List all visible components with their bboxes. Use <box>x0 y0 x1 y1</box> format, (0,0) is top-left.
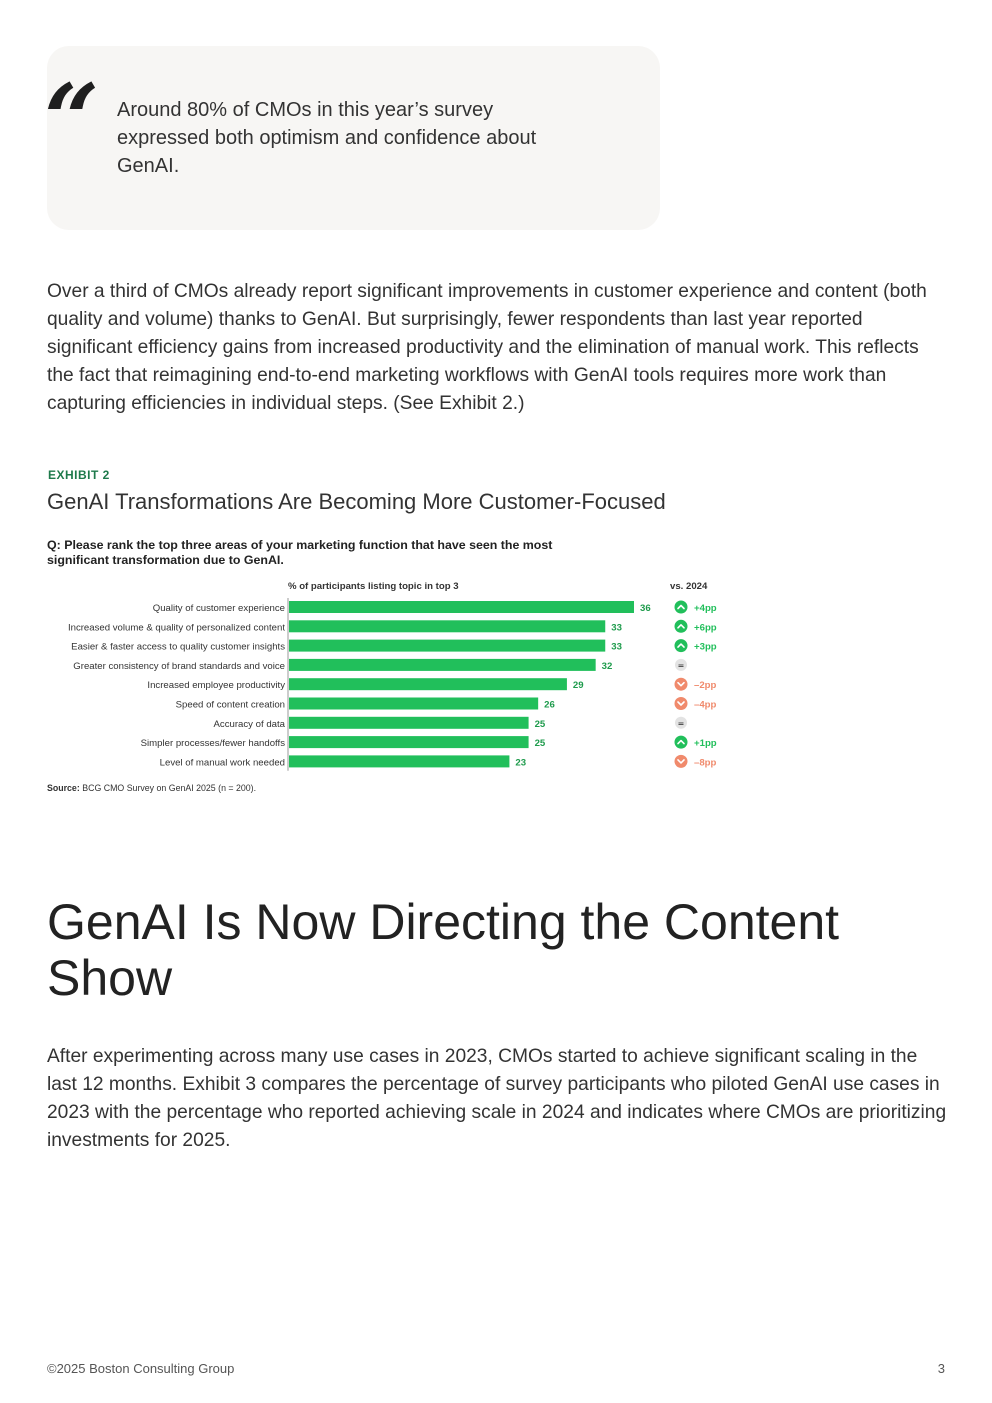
down-arrow-icon <box>674 697 688 710</box>
bar <box>289 620 606 633</box>
change-label: –4pp <box>694 700 717 711</box>
chevron-up-icon <box>677 604 685 610</box>
data-label: 32 <box>602 661 613 672</box>
chevron-down-icon <box>677 759 685 764</box>
change-label: –8pp <box>694 757 717 768</box>
chevron-up-icon <box>677 643 685 648</box>
change-label: = <box>678 661 685 670</box>
body-paragraph-1: Over a third of CMOs already report sign… <box>47 281 927 414</box>
equal-icon <box>675 716 687 729</box>
category-label: Quality of customer experience <box>153 603 285 614</box>
bar <box>289 639 606 652</box>
down-arrow-icon <box>674 754 688 768</box>
bar <box>289 716 529 729</box>
category-label: Easier & faster access to quality custom… <box>71 642 285 653</box>
data-label: 33 <box>611 622 622 633</box>
bar <box>289 601 634 613</box>
data-label: 33 <box>611 642 622 653</box>
down-arrow-icon <box>674 677 688 691</box>
change-header: vs. 2024 <box>670 581 708 592</box>
bar <box>289 755 510 768</box>
pull-quote-text: Around 80% of CMOs in this year’s survey… <box>117 99 537 177</box>
data-label: 25 <box>535 738 546 749</box>
bar <box>289 678 567 691</box>
category-label: Accuracy of data <box>214 719 286 730</box>
exhibit-question: Q: Please rank the top three areas of yo… <box>47 538 553 567</box>
equal-icon <box>675 658 687 671</box>
chevron-down-icon <box>677 681 685 687</box>
data-label: 29 <box>573 680 584 691</box>
chevron-up-icon <box>677 624 685 629</box>
body-paragraph-2: After experimenting across many use case… <box>47 1046 947 1151</box>
footer-copyright: ©2025 Boston Consulting Group <box>47 1361 235 1376</box>
category-label: Increased volume & quality of personaliz… <box>68 622 285 633</box>
bar-chart: % of participants listing topic in top 3… <box>68 581 717 771</box>
bar <box>289 658 596 671</box>
data-label: 25 <box>535 719 546 730</box>
change-label: +6pp <box>694 622 717 633</box>
source-text: BCG CMO Survey on GenAI 2025 (n = 200). <box>82 783 257 793</box>
up-arrow-icon <box>674 735 688 749</box>
change-label: +1pp <box>694 738 717 749</box>
up-arrow-icon <box>674 600 688 614</box>
change-label: = <box>678 719 685 728</box>
quote-mark-icon: “ <box>44 63 99 176</box>
category-label: Speed of content creation <box>176 700 285 711</box>
exhibit-title: GenAI Transformations Are Becoming More … <box>47 489 666 514</box>
category-label: Greater consistency of brand standards a… <box>73 661 285 672</box>
page-number: 3 <box>937 1361 945 1376</box>
data-label: 23 <box>515 757 526 768</box>
section-title: GenAI Is Now Directing the Content Show <box>47 894 840 1006</box>
chevron-up-icon <box>677 739 685 745</box>
bar <box>289 736 529 749</box>
change-label: +3pp <box>694 642 717 653</box>
data-label: 36 <box>640 603 651 614</box>
chevron-down-icon <box>677 701 685 706</box>
bar <box>289 697 539 710</box>
quote-box <box>47 46 660 230</box>
exhibit-source: Source: BCG CMO Survey on GenAI 2025 (n … <box>47 783 256 793</box>
x-axis-label: % of participants listing topic in top 3 <box>288 581 459 592</box>
change-label: +4pp <box>694 603 717 614</box>
source-label: Source: <box>47 783 80 793</box>
data-label: 26 <box>544 700 555 711</box>
exhibit-label: EXHIBIT 2 <box>48 468 110 482</box>
category-label: Increased employee productivity <box>147 680 285 691</box>
category-label: Simpler processes/fewer handoffs <box>141 738 286 749</box>
change-label: –2pp <box>694 680 717 691</box>
up-arrow-icon <box>674 619 688 633</box>
category-label: Level of manual work needed <box>160 757 285 768</box>
up-arrow-icon <box>674 639 688 653</box>
